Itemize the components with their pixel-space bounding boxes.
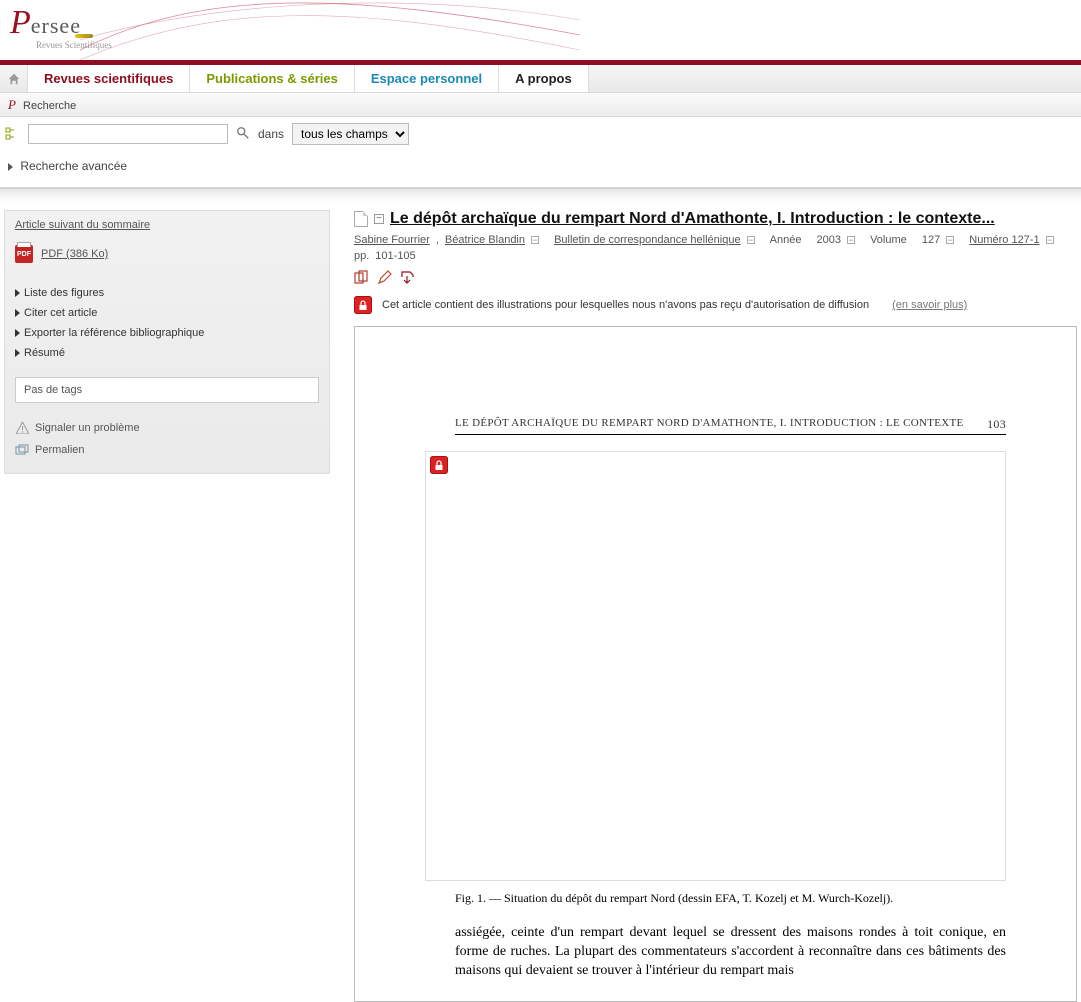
document-paragraph: assiégée, ceinte d'un rempart devant leq… [455,924,1006,981]
logo-tagline: Revues Scientifiques [36,40,112,50]
separator [0,188,1081,202]
action-icons [354,270,1077,288]
logo-rest: ersee [31,13,81,38]
title-row: − Le dépôt archaïque du rempart Nord d'A… [354,210,1077,228]
issue-toggle-icon[interactable]: − [1046,236,1054,244]
pages-value: 101-105 [375,250,415,262]
permalink-link[interactable]: Permalien [15,439,319,461]
logo-underline [75,34,93,38]
sidebar-tags: Pas de tags [15,377,319,403]
search-scope-select[interactable]: tous les champs [292,123,409,145]
nav-publications[interactable]: Publications & séries [190,65,355,92]
doc-running-head: LE DÉPÔT ARCHAÏQUE DU REMPART NORD D'AMA… [455,417,1006,435]
pdf-row[interactable]: PDF PDF (386 Ko) [15,245,319,263]
volume-value: 127 [922,234,940,246]
search-header-label: Recherche [23,100,76,112]
sidebar-tools: Liste des figures Citer cet article Expo… [15,283,319,363]
home-icon[interactable] [0,65,28,92]
export-icon[interactable] [400,270,415,288]
copy-icon[interactable] [354,270,369,288]
author-1[interactable]: Sabine Fourrier [354,234,430,246]
pdf-icon: PDF [15,245,33,263]
header-swoosh [80,0,580,60]
restriction-more-link[interactable]: (en savoir plus) [892,299,967,311]
advanced-search-row[interactable]: Recherche avancée [0,149,1081,188]
journal-toggle-icon[interactable]: − [747,236,755,244]
report-problem-link[interactable]: Signaler un problème [15,417,319,439]
collapse-icon[interactable]: − [374,214,384,224]
site-header: Persee Revues Scientifiques [0,0,1081,60]
sidebar-box: Article suivant du sommaire PDF PDF (386… [4,210,330,474]
warning-icon [15,422,29,434]
sidebar-item-export[interactable]: Exporter la référence bibliographique [15,323,319,343]
chevron-right-icon [8,163,13,171]
nav-revues[interactable]: Revues scientifiques [28,65,190,92]
edit-icon[interactable] [377,270,392,288]
authors-toggle-icon[interactable]: − [531,236,539,244]
nav-espace[interactable]: Espace personnel [355,65,499,92]
running-head-text: LE DÉPÔT ARCHAÏQUE DU REMPART NORD D'AMA… [455,417,964,432]
pdf-link[interactable]: PDF (386 Ko) [41,248,108,260]
search-header-p: P [8,97,16,112]
article-title[interactable]: Le dépôt archaïque du rempart Nord d'Ama… [390,210,995,228]
volume-toggle-icon[interactable]: − [946,236,954,244]
article-meta: Sabine Fourrier , Béatrice Blandin − Bul… [354,234,1077,262]
permalink-icon [15,444,29,456]
sidebar-bottom: Signaler un problème Permalien [15,417,319,461]
journal-link[interactable]: Bulletin de correspondance hellénique [554,234,741,246]
figure-placeholder [425,451,1006,881]
document-viewer: LE DÉPÔT ARCHAÏQUE DU REMPART NORD D'AMA… [354,326,1077,1002]
next-article-link[interactable]: Article suivant du sommaire [15,219,150,231]
search-header: P Recherche [0,93,1081,117]
search-tree-icon[interactable] [4,126,20,142]
issue-link[interactable]: Numéro 127-1 [969,234,1039,246]
volume-label: Volume [870,234,907,246]
document-icon [354,211,368,227]
advanced-search-label: Recherche avancée [20,159,127,173]
figure-caption: Fig. 1. — Situation du dépôt du rempart … [455,891,1006,906]
search-row: dans tous les champs [0,117,1081,149]
sidebar: Article suivant du sommaire PDF PDF (386… [4,210,330,1002]
year-toggle-icon[interactable]: − [847,236,855,244]
search-icon[interactable] [236,126,250,143]
restriction-text: Cet article contient des illustrations p… [382,299,869,311]
author-sep: , [436,234,439,246]
year-label: Année [770,234,802,246]
restriction-row: Cet article contient des illustrations p… [354,296,1077,314]
main-nav: Revues scientifiques Publications & séri… [0,65,1081,93]
logo-initial: P [10,4,31,41]
nav-apropos[interactable]: A propos [499,65,589,92]
search-input[interactable] [28,124,228,144]
pages-label: pp. [354,250,369,262]
search-dans-label: dans [258,127,284,141]
sidebar-item-resume[interactable]: Résumé [15,343,319,363]
logo[interactable]: Persee Revues Scientifiques [10,4,112,50]
lock-icon [354,296,372,314]
year-value: 2003 [817,234,841,246]
sidebar-item-cite[interactable]: Citer cet article [15,303,319,323]
sidebar-item-figures[interactable]: Liste des figures [15,283,319,303]
page-number: 103 [987,417,1006,432]
main-content: − Le dépôt archaïque du rempart Nord d'A… [354,210,1077,1002]
author-2[interactable]: Béatrice Blandin [445,234,525,246]
figure-lock-icon [430,456,448,474]
